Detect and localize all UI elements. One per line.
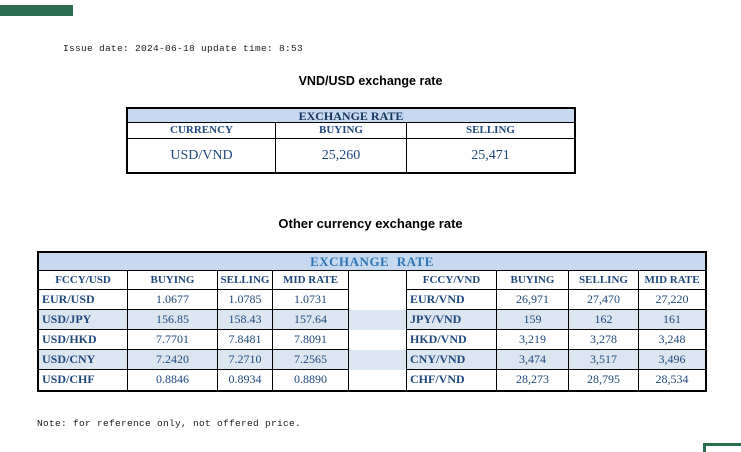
note-text: Note: for reference only, not offered pr… xyxy=(37,418,302,429)
selling-cell: 162 xyxy=(569,310,639,330)
spacer-cell xyxy=(349,330,407,350)
selling-cell: 3,278 xyxy=(569,330,639,350)
buying-cell: 1.0677 xyxy=(128,290,218,310)
table-row: EUR/USD 1.0677 1.0785 1.0731 EUR/VND 26,… xyxy=(39,290,705,310)
currency-cell: USD/VND xyxy=(128,139,276,172)
header-midrate-vnd: MID RATE xyxy=(639,271,705,290)
pair-cell: USD/JPY xyxy=(39,310,128,330)
other-currency-table-title: Other currency exchange rate xyxy=(278,216,463,231)
selling-cell: 27,470 xyxy=(569,290,639,310)
buying-cell: 7.2420 xyxy=(128,350,218,370)
selling-cell: 25,471 xyxy=(471,148,510,163)
buying-cell: 3,219 xyxy=(497,330,569,350)
mid-rate-cell: 1.0731 xyxy=(273,290,349,310)
mid-rate-cell: 27,220 xyxy=(639,290,705,310)
mid-rate-cell: 0.8890 xyxy=(273,370,349,390)
selling-cell: 7.8481 xyxy=(218,330,273,350)
buying-cell: 26,971 xyxy=(497,290,569,310)
mid-rate-cell: 7.2565 xyxy=(273,350,349,370)
usd-vnd-rate-table: EXCHANGE RATE CURRENCY BUYING SELLING US… xyxy=(126,107,576,174)
mid-rate-cell: 28,534 xyxy=(655,372,689,386)
other-table-band-title: EXCHANGE RATE xyxy=(39,253,705,271)
table-row: USD/HKD 7.7701 7.8481 7.8091 HKD/VND 3,2… xyxy=(39,330,705,350)
mid-rate-cell: 3,248 xyxy=(639,330,705,350)
pair-cell: EUR/USD xyxy=(39,290,128,310)
buying-cell: 3,474 xyxy=(497,350,569,370)
header-buying-usd: BUYING xyxy=(128,271,218,290)
selling-cell: 1.0785 xyxy=(218,290,273,310)
header-currency: CURRENCY xyxy=(128,123,276,139)
buying-cell: 0.8846 xyxy=(128,370,218,390)
pair-cell: EUR/VND xyxy=(407,290,497,310)
spacer-cell xyxy=(349,271,407,290)
buying-cell: 159 xyxy=(497,310,569,330)
pair-cell: USD/HKD xyxy=(39,330,128,350)
spacer-cell xyxy=(349,350,407,370)
pair-cell: USD/CNY xyxy=(39,350,128,370)
spacer-cell xyxy=(349,290,407,310)
header-selling: SELLING xyxy=(407,123,574,139)
buying-cell: 25,260 xyxy=(276,139,407,172)
pair-cell: HKD/VND xyxy=(407,330,497,350)
spacer-cell xyxy=(349,310,407,330)
brand-accent-corner xyxy=(703,443,741,452)
table-row: USD/JPY 156.85 158.43 157.64 JPY/VND 159… xyxy=(39,310,705,330)
table-row: USD/CHF 0.8846 0.8934 0.8890 CHF/VND 28,… xyxy=(39,370,705,390)
buying-cell: 28,273 xyxy=(497,370,569,390)
selling-cell: 158.43 xyxy=(218,310,273,330)
spacer-cell xyxy=(349,370,407,390)
pair-cell: CNY/VND xyxy=(407,350,497,370)
buying-cell: 7.7701 xyxy=(128,330,218,350)
header-selling-usd: SELLING xyxy=(218,271,273,290)
table-row: USD/CNY 7.2420 7.2710 7.2565 CNY/VND 3,4… xyxy=(39,350,705,370)
other-table-header-row: FCCY/USD BUYING SELLING MID RATE FCCY/VN… xyxy=(39,271,705,290)
mid-rate-cell: 7.8091 xyxy=(273,330,349,350)
mid-rate-cell: 157.64 xyxy=(273,310,349,330)
selling-cell: 0.8934 xyxy=(218,370,273,390)
header-midrate-usd: MID RATE xyxy=(273,271,349,290)
pair-cell: CHF/VND xyxy=(407,370,497,390)
mid-rate-cell: 161 xyxy=(639,310,705,330)
buying-cell: 156.85 xyxy=(128,310,218,330)
selling-cell: 7.2710 xyxy=(218,350,273,370)
pair-cell: USD/CHF xyxy=(39,370,128,390)
vnd-usd-table-title: VND/USD exchange rate xyxy=(298,74,443,88)
brand-accent-bar xyxy=(0,5,73,16)
issue-date-text: Issue date: 2024-06-18 update time: 8:53 xyxy=(63,43,304,54)
usd-table-header-row: CURRENCY BUYING SELLING xyxy=(128,123,574,139)
usd-table-data-row: USD/VND 25,260 25,471 xyxy=(128,139,574,172)
header-selling-vnd: SELLING xyxy=(569,271,639,290)
pair-cell: JPY/VND xyxy=(407,310,497,330)
other-currency-rate-table: EXCHANGE RATE FCCY/USD BUYING SELLING MI… xyxy=(37,251,707,392)
selling-cell: 3,517 xyxy=(569,350,639,370)
header-fccy-vnd: FCCY/VND xyxy=(407,271,497,290)
selling-cell: 28,795 xyxy=(569,370,639,390)
usd-table-band-title: EXCHANGE RATE xyxy=(128,109,574,123)
header-buying: BUYING xyxy=(276,123,407,139)
header-fccy-usd: FCCY/USD xyxy=(39,271,128,290)
mid-rate-cell: 3,496 xyxy=(639,350,705,370)
header-buying-vnd: BUYING xyxy=(497,271,569,290)
